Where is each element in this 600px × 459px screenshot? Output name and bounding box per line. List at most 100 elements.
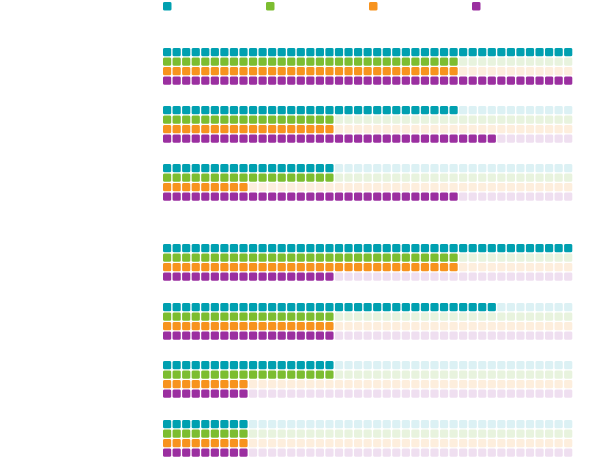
filled-cell-g3-s4-c6 [210, 192, 219, 201]
filled-cell-g4-s2-c17 [315, 253, 324, 262]
empty-cell-g6-s2-c35 [487, 370, 496, 379]
empty-cell-g3-s1-c31 [449, 164, 458, 173]
empty-cell-g3-s3-c24 [382, 183, 391, 192]
empty-cell-g7-s3-c32 [459, 439, 468, 448]
empty-cell-g2-s1-c38 [516, 106, 525, 115]
empty-cell-g6-s4-c13 [277, 389, 286, 398]
empty-cell-g6-s3-c36 [497, 380, 506, 389]
filled-cell-g1-s1-c4 [191, 48, 200, 57]
filled-cell-g4-s2-c25 [392, 253, 401, 262]
empty-cell-g5-s2-c24 [382, 312, 391, 321]
empty-cell-g3-s3-c14 [287, 183, 296, 192]
filled-cell-g4-s1-c40 [535, 244, 544, 253]
empty-cell-g5-s4-c33 [468, 331, 477, 340]
empty-cell-g3-s3-c20 [344, 183, 353, 192]
empty-cell-g5-s3-c38 [516, 322, 525, 331]
filled-cell-g7-s3-c6 [210, 439, 219, 448]
empty-cell-g5-s4-c22 [363, 331, 372, 340]
filled-cell-g6-s1-c14 [287, 361, 296, 370]
filled-cell-g5-s2-c10 [248, 312, 258, 321]
filled-cell-g4-s1-c12 [268, 244, 277, 253]
empty-cell-g3-s2-c19 [334, 173, 344, 182]
filled-cell-g2-s2-c16 [306, 115, 315, 124]
filled-cell-g1-s3-c30 [439, 67, 449, 76]
empty-cell-g7-s2-c11 [258, 429, 267, 438]
filled-cell-g1-s2-c2 [172, 57, 181, 66]
filled-cell-g4-s2-c1 [163, 253, 172, 262]
filled-cell-g6-s2-c1 [163, 370, 172, 379]
filled-cell-g1-s4-c18 [325, 76, 334, 85]
empty-cell-g5-s4-c19 [334, 331, 344, 340]
filled-cell-g2-s3-c4 [191, 125, 200, 134]
empty-cell-g4-s3-c37 [506, 263, 515, 272]
empty-cell-g3-s1-c20 [344, 164, 353, 173]
filled-cell-g3-s2-c13 [277, 173, 286, 182]
filled-cell-g4-s4-c13 [277, 272, 286, 281]
filled-cell-g3-s1-c13 [277, 164, 286, 173]
empty-cell-g6-s3-c16 [306, 380, 315, 389]
filled-cell-g1-s4-c32 [459, 76, 468, 85]
filled-cell-g4-s1-c3 [182, 244, 191, 253]
filled-cell-g2-s3-c14 [287, 125, 296, 134]
empty-cell-g3-s2-c30 [439, 173, 449, 182]
empty-cell-g3-s3-c13 [277, 183, 286, 192]
filled-cell-g7-s4-c5 [201, 448, 210, 457]
filled-cell-g5-s1-c29 [430, 303, 439, 312]
filled-cell-g4-s3-c1 [163, 263, 172, 272]
empty-cell-g2-s2-c36 [497, 115, 506, 124]
filled-cell-g4-s3-c17 [315, 263, 324, 272]
empty-cell-g5-s3-c23 [373, 322, 382, 331]
empty-cell-g6-s4-c24 [382, 389, 391, 398]
filled-cell-g7-s2-c5 [201, 429, 210, 438]
empty-cell-g6-s2-c29 [430, 370, 439, 379]
empty-cell-g6-s2-c31 [449, 370, 458, 379]
empty-cell-g1-s2-c37 [506, 57, 515, 66]
filled-cell-g6-s2-c3 [182, 370, 191, 379]
filled-cell-g1-s4-c23 [373, 76, 382, 85]
filled-cell-g2-s1-c8 [229, 106, 239, 115]
empty-cell-g6-s2-c19 [334, 370, 344, 379]
filled-cell-g2-s1-c11 [258, 106, 267, 115]
filled-cell-g2-s4-c18 [325, 134, 334, 143]
empty-cell-g6-s1-c32 [459, 361, 468, 370]
filled-cell-g1-s4-c5 [201, 76, 210, 85]
filled-cell-g2-s4-c31 [449, 134, 458, 143]
filled-cell-g4-s1-c31 [449, 244, 458, 253]
empty-cell-g5-s3-c42 [554, 322, 563, 331]
empty-cell-g7-s2-c35 [487, 429, 496, 438]
empty-cell-g7-s1-c11 [258, 420, 267, 429]
empty-cell-g1-s3-c34 [478, 67, 487, 76]
empty-cell-g1-s3-c37 [506, 67, 515, 76]
filled-cell-g2-s1-c20 [344, 106, 353, 115]
empty-cell-g6-s1-c26 [401, 361, 410, 370]
filled-cell-g2-s2-c13 [277, 115, 286, 124]
filled-cell-g3-s4-c13 [277, 192, 286, 201]
empty-cell-g7-s1-c37 [506, 420, 515, 429]
empty-cell-g4-s4-c23 [373, 272, 382, 281]
empty-cell-g2-s2-c30 [439, 115, 449, 124]
filled-cell-g1-s4-c36 [497, 76, 506, 85]
empty-cell-g7-s3-c43 [564, 439, 573, 448]
filled-cell-g2-s4-c4 [191, 134, 200, 143]
filled-cell-g5-s4-c1 [163, 331, 172, 340]
empty-cell-g3-s1-c32 [459, 164, 468, 173]
empty-cell-g6-s3-c18 [325, 380, 334, 389]
filled-cell-g7-s3-c9 [239, 439, 248, 448]
filled-cell-g6-s3-c8 [229, 380, 239, 389]
empty-cell-g7-s3-c30 [439, 439, 449, 448]
empty-cell-g5-s3-c32 [459, 322, 468, 331]
empty-cell-g6-s3-c41 [545, 380, 554, 389]
empty-cell-g2-s3-c42 [554, 125, 563, 134]
empty-cell-g7-s2-c14 [287, 429, 296, 438]
empty-cell-g7-s2-c36 [497, 429, 506, 438]
filled-cell-g3-s4-c8 [229, 192, 239, 201]
filled-cell-g1-s3-c20 [344, 67, 353, 76]
filled-cell-g5-s2-c18 [325, 312, 334, 321]
empty-cell-g3-s3-c39 [525, 183, 535, 192]
filled-cell-g5-s1-c34 [478, 303, 487, 312]
filled-cell-g6-s2-c12 [268, 370, 277, 379]
empty-cell-g4-s4-c30 [439, 272, 449, 281]
empty-cell-g3-s1-c24 [382, 164, 391, 173]
filled-cell-g6-s3-c9 [239, 380, 248, 389]
filled-cell-g4-s2-c2 [172, 253, 181, 262]
